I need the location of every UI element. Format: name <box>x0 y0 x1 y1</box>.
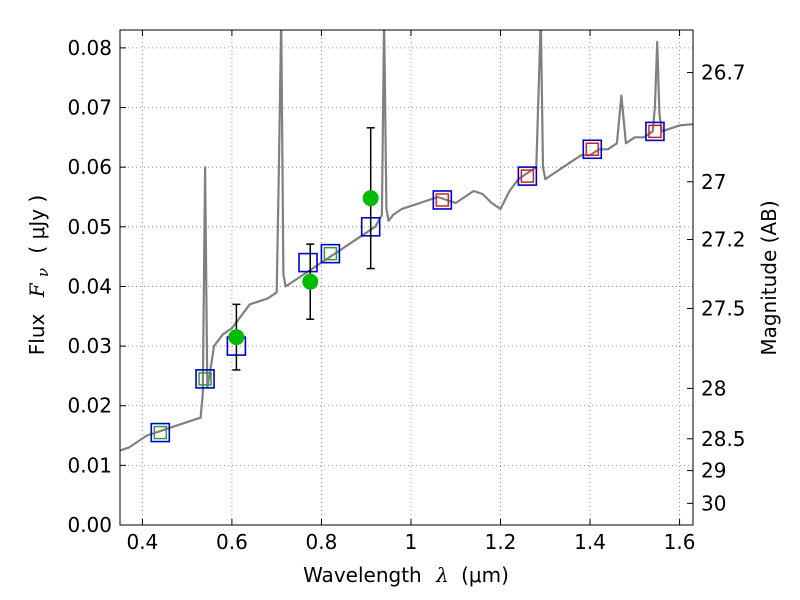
x-axis-ticks: 0.4 0.6 0.8 1 1.2 1.4 1.6 <box>126 30 695 554</box>
right-tick-label: 28 <box>701 376 726 400</box>
model-box <box>150 422 171 443</box>
right-tick-label: 30 <box>701 491 726 515</box>
grid-lines <box>120 30 693 526</box>
observed-point <box>228 329 245 346</box>
right-tick-label: 28.5 <box>701 427 746 451</box>
filter-box-red <box>520 169 535 183</box>
model-box <box>645 121 665 142</box>
x-axis-label: Wavelength λ (μm) <box>303 563 509 587</box>
x-axis-label-unit: (μm) <box>461 563 509 587</box>
y-tick-label: 0.02 <box>67 394 112 418</box>
model-box <box>582 139 603 160</box>
x-tick-label: 1.4 <box>574 530 606 554</box>
observed-point <box>302 273 319 290</box>
y-axis-label-subscript: ν <box>34 268 52 277</box>
x-tick-label: 1.6 <box>664 530 696 554</box>
filter-box-red <box>585 142 600 157</box>
y-axis-label-unit: ( μJy ) <box>25 195 49 254</box>
spectrum-line <box>120 30 693 452</box>
x-tick-label: 0.6 <box>216 530 248 554</box>
right-axis-label: Magnitude (AB) <box>757 200 781 355</box>
model-box <box>298 252 318 273</box>
filter-box-green <box>153 425 168 440</box>
y-axis-ticks: 0.00 0.01 0.02 0.03 0.04 0.05 0.06 0.07 0.08 <box>67 36 126 537</box>
y-tick-label: 0.05 <box>67 215 112 239</box>
filter-box-red <box>648 124 662 139</box>
model-box <box>432 190 453 210</box>
right-tick-label: 27 <box>701 170 726 194</box>
right-tick-label: 27.2 <box>701 228 746 252</box>
observed-point <box>362 190 379 207</box>
filter-box-green <box>198 372 212 386</box>
model-box <box>517 166 538 186</box>
y-axis-label-symbol: F <box>25 282 49 298</box>
x-axis-label-symbol: λ <box>435 563 449 587</box>
model-box <box>195 369 215 389</box>
y-tick-label: 0.03 <box>67 334 112 358</box>
y-tick-label: 0.04 <box>67 274 112 298</box>
y-tick-label: 0.06 <box>67 155 112 179</box>
x-tick-label: 0.8 <box>306 530 338 554</box>
y-tick-label: 0.08 <box>67 36 112 60</box>
y-axis-label-text: Flux <box>25 313 49 355</box>
right-tick-label: 26.7 <box>701 61 746 85</box>
filter-box-green <box>323 246 338 261</box>
filter-box-red <box>435 193 450 207</box>
x-tick-label: 0.4 <box>126 530 158 554</box>
right-tick-label: 27.5 <box>701 296 746 320</box>
y-tick-label: 0.00 <box>67 513 112 537</box>
y-tick-label: 0.01 <box>67 453 112 477</box>
y-tick-label: 0.07 <box>67 96 112 120</box>
model-box <box>320 243 341 264</box>
right-tick-label: 29 <box>701 459 726 483</box>
right-axis-ticks: 26.7 27 27.2 27.5 28 28.5 29 30 <box>687 61 746 515</box>
x-axis-label-text: Wavelength <box>303 563 422 587</box>
y-axis-label: Flux F ν ( μJy ) <box>25 195 53 355</box>
plot-data <box>120 30 693 452</box>
plot-frame <box>119 29 694 526</box>
x-tick-label: 1 <box>405 530 418 554</box>
x-tick-label: 1.2 <box>485 530 517 554</box>
